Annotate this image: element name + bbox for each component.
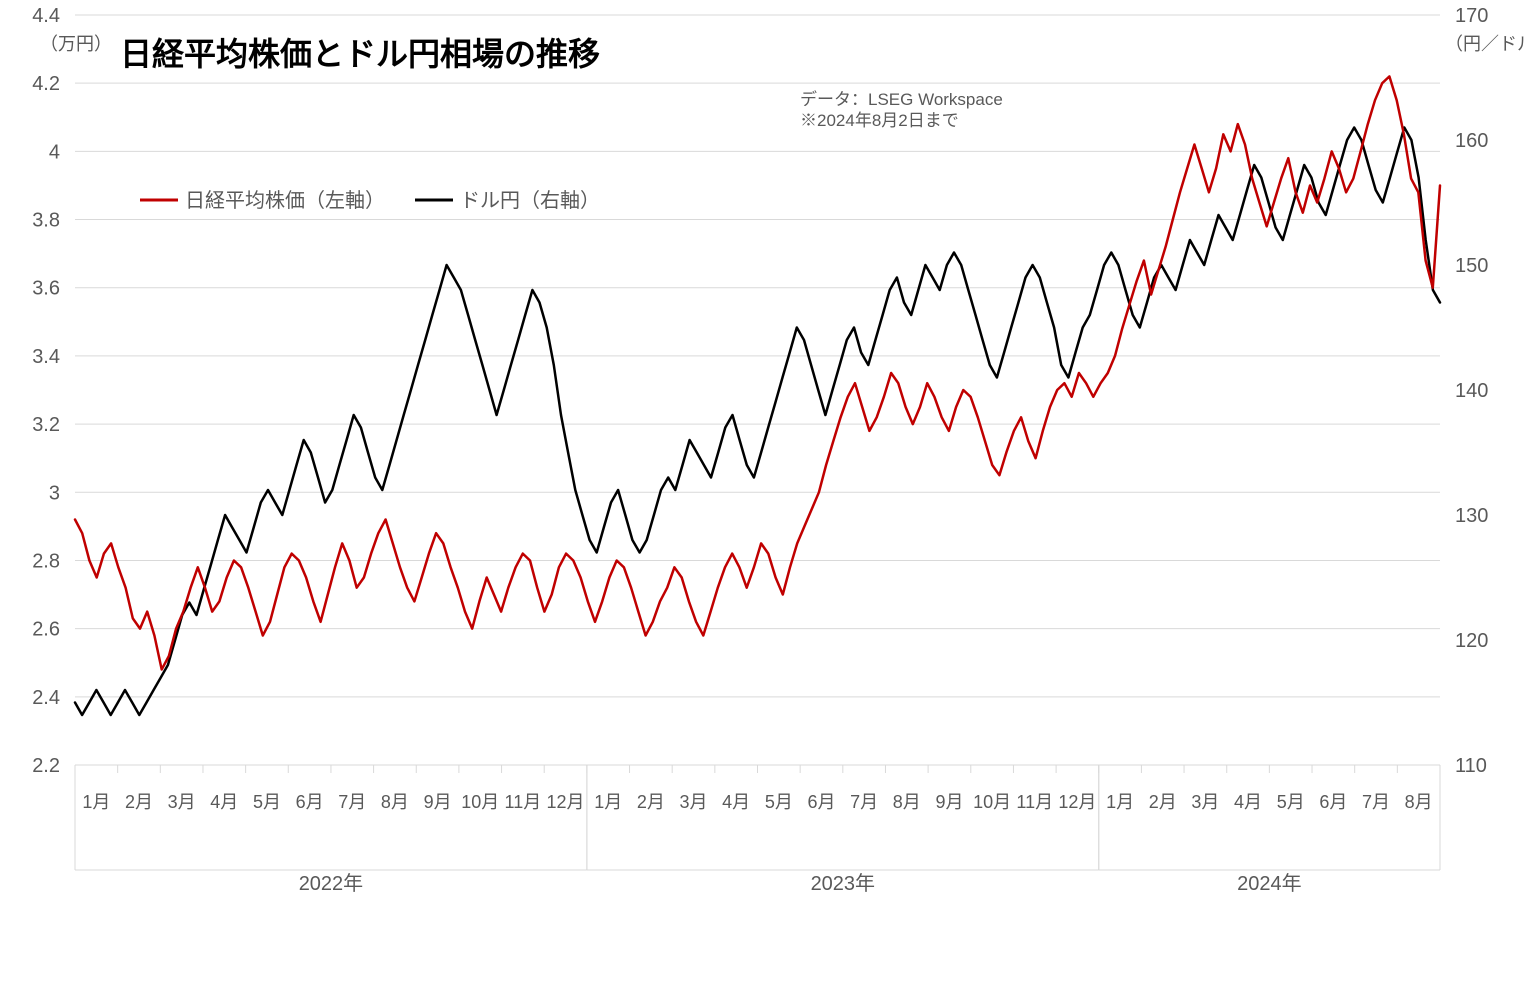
series-usdjpy bbox=[75, 128, 1440, 716]
y-left-unit: （万円） bbox=[40, 34, 112, 54]
annotation-line: データ：LSEG Workspace bbox=[800, 89, 1003, 109]
x-month-tick: 12月 bbox=[1058, 792, 1096, 812]
x-month-tick: 7月 bbox=[338, 792, 366, 812]
x-month-tick: 12月 bbox=[547, 792, 585, 812]
y-right-tick: 110 bbox=[1455, 755, 1487, 777]
y-right-tick: 150 bbox=[1455, 255, 1488, 277]
y-left-tick: 3.8 bbox=[32, 210, 60, 232]
x-month-tick: 8月 bbox=[1405, 792, 1433, 812]
x-month-tick: 5月 bbox=[1277, 792, 1305, 812]
annotation-line: ※2024年8月2日まで bbox=[800, 111, 959, 130]
y-right-tick: 170 bbox=[1455, 5, 1488, 27]
x-month-tick: 5月 bbox=[765, 792, 793, 812]
x-month-tick: 4月 bbox=[722, 792, 750, 812]
y-left-tick: 3 bbox=[49, 482, 60, 504]
x-month-tick: 2月 bbox=[125, 792, 153, 812]
x-month-tick: 9月 bbox=[935, 792, 963, 812]
x-year-label: 2022年 bbox=[299, 872, 364, 895]
x-month-tick: 8月 bbox=[381, 792, 409, 812]
x-month-tick: 1月 bbox=[82, 792, 110, 812]
x-month-tick: 11月 bbox=[505, 792, 542, 812]
y-right-tick: 140 bbox=[1455, 380, 1488, 402]
x-month-tick: 6月 bbox=[807, 792, 835, 812]
series-nikkei bbox=[75, 76, 1440, 669]
y-left-tick: 4 bbox=[49, 141, 60, 163]
x-month-tick: 6月 bbox=[296, 792, 324, 812]
legend-label: 日経平均株価（左軸） bbox=[185, 189, 385, 212]
x-month-tick: 1月 bbox=[1106, 792, 1134, 812]
x-year-label: 2024年 bbox=[1237, 872, 1302, 895]
y-left-tick: 2.8 bbox=[32, 550, 60, 572]
x-month-tick: 3月 bbox=[1191, 792, 1219, 812]
x-month-tick: 1月 bbox=[594, 792, 622, 812]
chart-title: 日経平均株価とドル円相場の推移 bbox=[120, 36, 600, 72]
x-month-tick: 10月 bbox=[461, 792, 499, 812]
x-month-tick: 7月 bbox=[1362, 792, 1390, 812]
y-left-tick: 3.4 bbox=[32, 346, 60, 368]
y-right-tick: 160 bbox=[1455, 130, 1488, 152]
y-right-tick: 130 bbox=[1455, 505, 1488, 527]
x-month-tick: 11月 bbox=[1016, 792, 1053, 812]
x-month-tick: 3月 bbox=[680, 792, 708, 812]
x-month-tick: 7月 bbox=[850, 792, 878, 812]
legend-label: ドル円（右軸） bbox=[460, 189, 600, 212]
x-month-tick: 6月 bbox=[1319, 792, 1347, 812]
y-left-tick: 4.2 bbox=[32, 73, 60, 95]
chart-svg: 2.2 2.4 2.6 2.8 3 3.2 3.4 3.6 3.8 4 4.2 4.4 110 120 13… bbox=[0, 0, 1524, 982]
x-month-tick: 2月 bbox=[1149, 792, 1177, 812]
chart-container: 2.2 2.4 2.6 2.8 3 3.2 3.4 3.6 3.8 4 4.2 4.4 110 120 13… bbox=[0, 0, 1524, 982]
y-right-unit: （円／ドル） bbox=[1445, 34, 1524, 54]
y-left-tick: 4.4 bbox=[32, 5, 60, 27]
x-month-tick: 5月 bbox=[253, 792, 281, 812]
x-month-tick: 4月 bbox=[210, 792, 238, 812]
x-month-tick: 10月 bbox=[973, 792, 1011, 812]
y-left-tick: 2.4 bbox=[32, 687, 60, 709]
y-left-tick: 2.6 bbox=[32, 619, 60, 641]
y-left-tick: 3.6 bbox=[32, 278, 60, 300]
x-year-label: 2023年 bbox=[811, 872, 876, 895]
x-month-tick: 4月 bbox=[1234, 792, 1262, 812]
y-right-tick: 120 bbox=[1455, 630, 1488, 652]
y-left-tick: 2.2 bbox=[32, 755, 60, 777]
x-month-tick: 2月 bbox=[637, 792, 665, 812]
x-month-tick: 9月 bbox=[424, 792, 452, 812]
x-month-tick: 3月 bbox=[168, 792, 196, 812]
x-month-tick: 8月 bbox=[893, 792, 921, 812]
y-left-tick: 3.2 bbox=[32, 414, 60, 436]
